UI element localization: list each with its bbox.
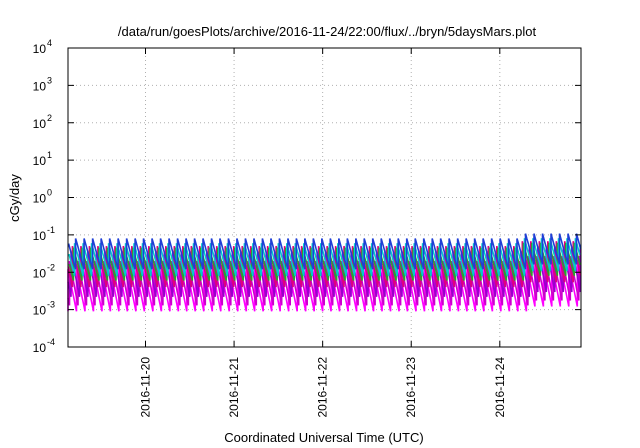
y-tick-exponent: -4 xyxy=(47,337,55,347)
plot-area xyxy=(67,233,582,312)
y-tick-exponent: -1 xyxy=(47,225,55,235)
series-line xyxy=(67,233,582,270)
series-line xyxy=(68,242,581,281)
y-tick-label: 10 xyxy=(33,192,47,206)
y-tick-exponent: 4 xyxy=(47,38,52,48)
series-line xyxy=(67,246,582,297)
y-tick-label: 10 xyxy=(33,266,47,280)
x-tick-label: 2016-11-20 xyxy=(139,357,153,418)
y-tick-label: 10 xyxy=(33,229,47,243)
y-tick-exponent: -3 xyxy=(47,300,55,310)
y-tick-label: 10 xyxy=(33,304,47,318)
chart-title: /data/run/goesPlots/archive/2016-11-24/2… xyxy=(118,24,537,39)
x-tick-label: 2016-11-22 xyxy=(316,357,330,418)
y-tick-label: 10 xyxy=(33,79,47,93)
x-tick-label: 2016-11-21 xyxy=(227,357,241,418)
y-tick-label: 10 xyxy=(33,341,47,355)
y-tick-exponent: 1 xyxy=(47,150,52,160)
x-tick-label: 2016-11-23 xyxy=(404,357,418,418)
y-tick-label: 10 xyxy=(33,117,47,131)
x-tick-label: 2016-11-24 xyxy=(493,357,507,418)
y-tick-exponent: 0 xyxy=(47,188,52,198)
y-tick-label: 10 xyxy=(33,42,47,56)
y-tick-label: 10 xyxy=(33,154,47,168)
y-tick-exponent: 2 xyxy=(47,113,52,123)
y-tick-exponent: -2 xyxy=(47,262,55,272)
x-axis: 2016-11-20 2016-11-21 2016-11-22 2016-11-23… xyxy=(139,48,507,418)
y-axis-label: cGy/day xyxy=(7,174,22,222)
x-axis-label: Coordinated Universal Time (UTC) xyxy=(224,430,423,445)
series-line xyxy=(67,241,582,288)
y-tick-exponent: 3 xyxy=(47,75,52,85)
series-line xyxy=(68,238,581,277)
